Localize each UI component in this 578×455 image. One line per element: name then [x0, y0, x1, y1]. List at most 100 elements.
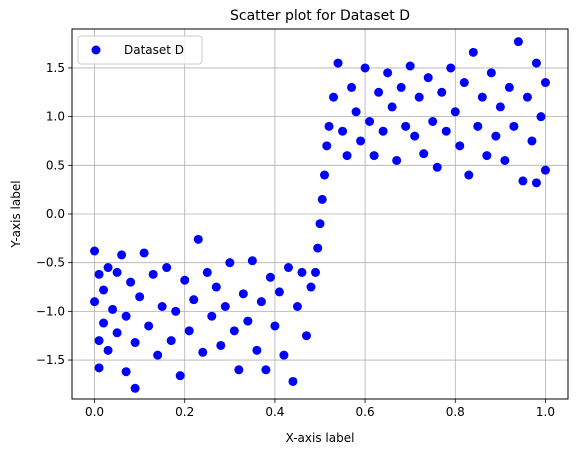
data-point: [189, 295, 199, 305]
data-point: [301, 331, 311, 341]
data-point: [220, 302, 230, 311]
data-point: [292, 302, 302, 311]
data-point: [450, 107, 460, 117]
data-point: [540, 165, 550, 175]
data-point: [94, 269, 104, 279]
data-point: [261, 365, 271, 375]
x-tick-label: 0.4: [265, 405, 284, 419]
data-point: [148, 269, 158, 279]
data-point: [423, 73, 433, 83]
y-tick-label: −0.5: [36, 256, 65, 270]
y-tick-label: −1.5: [36, 353, 65, 367]
data-point: [468, 47, 478, 57]
data-point: [322, 141, 332, 151]
data-point: [315, 219, 325, 229]
data-point: [540, 78, 550, 88]
data-point: [130, 338, 140, 348]
data-point: [405, 61, 415, 71]
data-point: [441, 126, 451, 136]
x-tick-label: 0.2: [175, 405, 194, 419]
y-axis-ticks: −1.5 −1.0 −0.5 0.0 0.5 1.0 1.5: [36, 61, 72, 367]
data-point: [99, 285, 109, 295]
data-point: [90, 297, 100, 307]
data-point: [202, 267, 212, 277]
data-point: [108, 304, 118, 314]
y-tick-label: 1.5: [46, 61, 65, 75]
data-point: [419, 149, 429, 159]
data-point: [144, 321, 154, 331]
data-point: [464, 170, 474, 180]
data-point: [234, 365, 244, 375]
data-point: [482, 151, 492, 161]
data-point: [306, 282, 316, 292]
data-point: [477, 92, 487, 102]
data-point: [495, 102, 505, 112]
data-point: [94, 336, 104, 346]
data-point: [338, 126, 348, 136]
data-point: [162, 263, 172, 273]
data-point: [103, 263, 113, 273]
data-point: [216, 340, 226, 350]
data-point: [130, 383, 140, 393]
y-tick-label: 0.5: [46, 158, 65, 172]
data-point: [157, 302, 167, 311]
x-axis-label: X-axis label: [286, 431, 355, 445]
data-point: [184, 326, 194, 336]
grid: [72, 29, 568, 399]
data-point: [509, 121, 519, 131]
data-points: [90, 37, 550, 393]
data-point: [428, 117, 438, 126]
y-tick-label: 0.0: [46, 207, 65, 221]
chart-title: Scatter plot for Dataset D: [230, 8, 410, 24]
data-point: [252, 345, 262, 355]
data-point: [279, 350, 289, 360]
data-point: [392, 155, 402, 165]
data-point: [207, 311, 217, 321]
legend: Dataset D: [77, 35, 203, 65]
data-point: [342, 151, 352, 161]
data-point: [518, 176, 528, 186]
data-point: [99, 318, 109, 328]
x-tick-label: 0.0: [85, 405, 104, 419]
data-point: [229, 326, 239, 336]
data-point: [351, 107, 361, 117]
data-point: [139, 248, 149, 258]
data-point: [274, 287, 284, 297]
data-point: [297, 267, 307, 277]
y-tick-label: −1.0: [36, 304, 65, 318]
data-point: [365, 117, 375, 126]
data-point: [117, 250, 127, 260]
data-point: [166, 336, 176, 346]
data-point: [356, 136, 366, 146]
x-axis-ticks: 0.0 0.2 0.4 0.6 0.8 1.0: [85, 399, 555, 419]
data-point: [491, 131, 501, 141]
data-point: [247, 256, 257, 266]
data-point: [121, 367, 131, 377]
y-axis-label: Y-axis label: [9, 180, 23, 248]
data-point: [383, 68, 393, 78]
data-point: [432, 162, 442, 172]
data-point: [504, 82, 514, 92]
data-point: [180, 275, 190, 285]
data-point: [121, 311, 131, 321]
data-point: [500, 155, 510, 165]
data-point: [473, 121, 483, 131]
data-point: [211, 282, 221, 292]
data-point: [288, 376, 298, 386]
data-point: [126, 277, 136, 287]
data-point: [410, 131, 420, 141]
data-point: [387, 102, 397, 112]
data-point: [522, 92, 532, 102]
data-point: [369, 151, 379, 161]
data-point: [317, 194, 327, 204]
data-point: [112, 328, 122, 338]
data-point: [175, 371, 185, 381]
data-point: [243, 316, 253, 326]
x-tick-label: 0.6: [356, 405, 375, 419]
data-point: [283, 263, 293, 273]
data-point: [256, 297, 266, 307]
data-point: [536, 112, 546, 122]
data-point: [396, 82, 406, 92]
data-point: [103, 345, 113, 355]
